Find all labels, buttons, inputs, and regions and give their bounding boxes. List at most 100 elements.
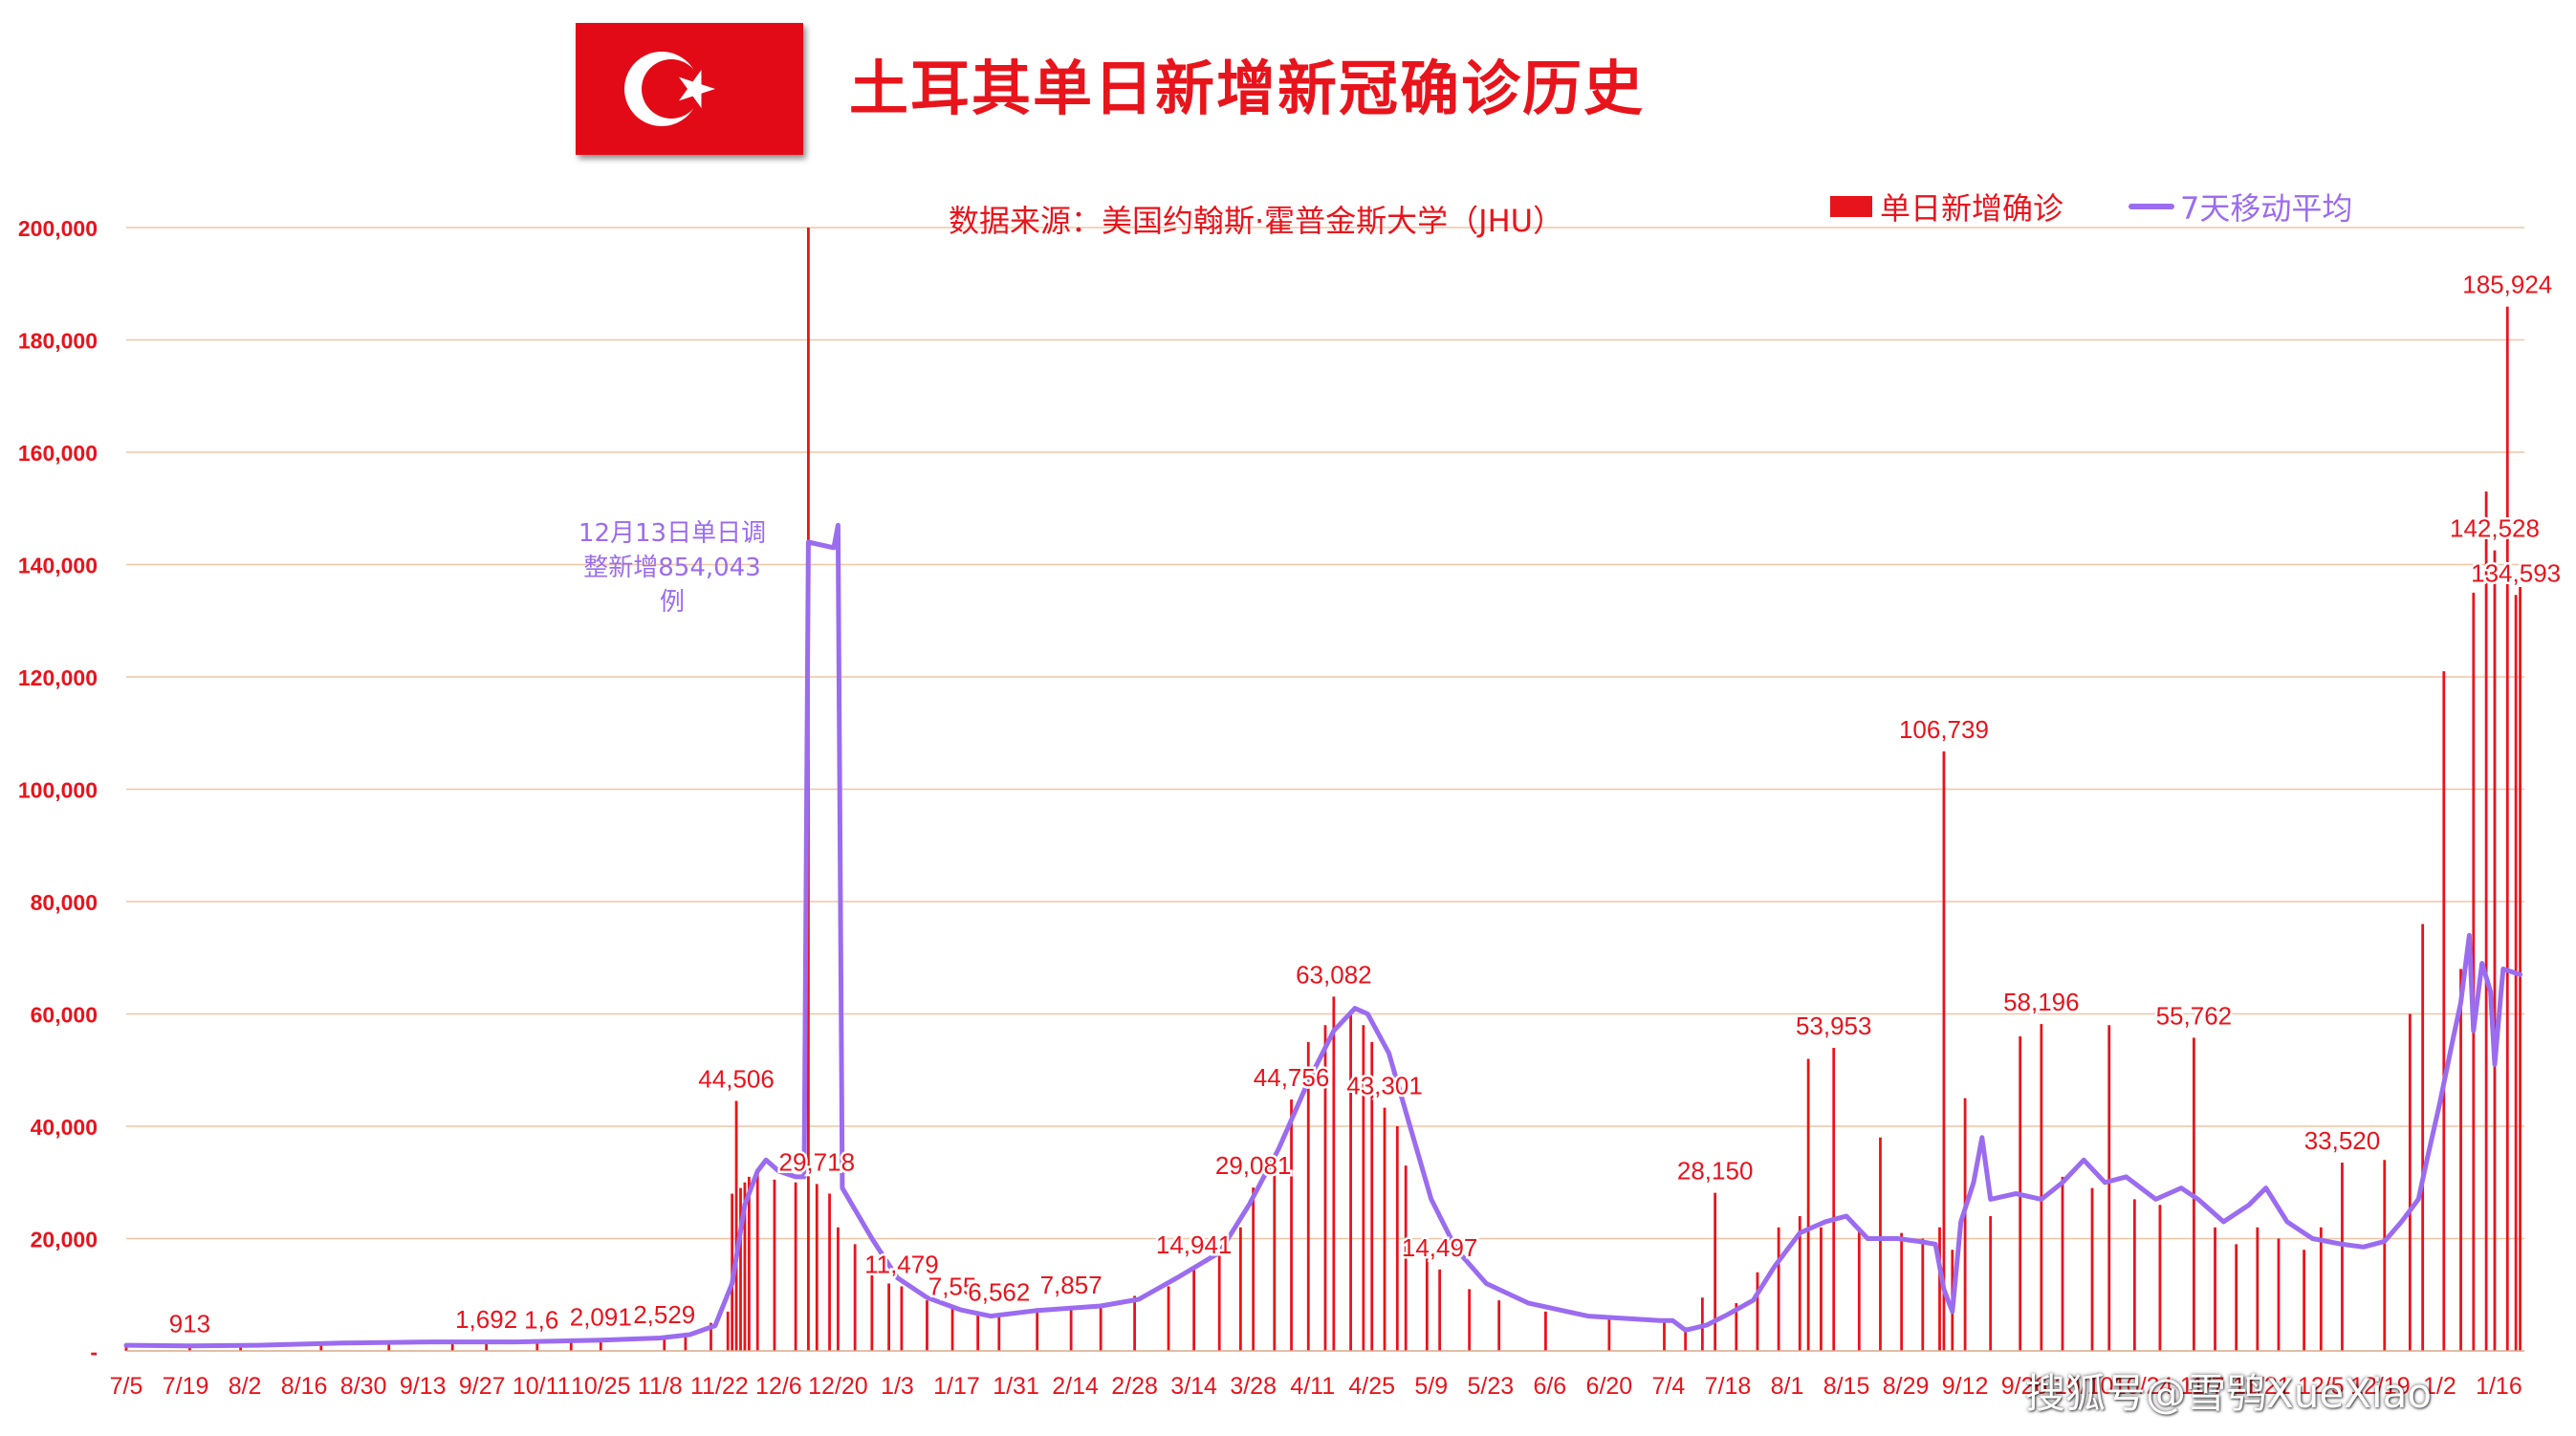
x-tick-label: 9/13 <box>400 1373 447 1400</box>
turkey-flag-icon <box>576 23 803 155</box>
daily-case-bar <box>2214 1227 2216 1351</box>
data-label: 55,762 <box>2156 1001 2233 1030</box>
data-label: 44,756 <box>1254 1063 1330 1092</box>
daily-case-bar <box>1036 1308 1039 1351</box>
daily-case-bar <box>2493 550 2497 1351</box>
x-tick-label: 9/12 <box>1942 1373 1989 1400</box>
x-tick-label: 12/6 <box>755 1373 802 1400</box>
x-tick-label: 8/15 <box>1823 1373 1870 1400</box>
data-label: 14,941 <box>1156 1230 1233 1259</box>
x-tick-label: 7/5 <box>110 1373 143 1400</box>
data-label: 7,55 <box>928 1273 977 1301</box>
daily-case-bar <box>1395 1126 1399 1351</box>
daily-case-bar <box>900 1286 904 1351</box>
daily-case-bar <box>1777 1227 1780 1351</box>
daily-case-bar <box>2090 1187 2094 1351</box>
x-tick-label: 6/20 <box>1586 1373 1633 1400</box>
daily-case-bar <box>1607 1318 1611 1351</box>
x-tick-label: 10/24 <box>2113 1373 2173 1400</box>
daily-case-bar <box>239 1345 243 1351</box>
daily-case-bar <box>2484 491 2488 1351</box>
data-label: 33,520 <box>2304 1126 2381 1155</box>
data-label: 2,091 <box>570 1303 632 1332</box>
daily-case-bar <box>1332 996 1336 1351</box>
x-tick-label: 8/29 <box>1883 1373 1930 1400</box>
daily-case-bar <box>837 1227 840 1351</box>
x-tick-label: 11/22 <box>690 1373 749 1400</box>
x-tick-label: 11/7 <box>2180 1373 2225 1400</box>
daily-case-bar <box>1468 1289 1472 1351</box>
daily-case-bar <box>485 1341 489 1351</box>
y-tick-label: 160,000 <box>18 441 98 466</box>
daily-case-bar <box>2158 1205 2162 1351</box>
daily-case-bar <box>1238 1227 1242 1351</box>
daily-case-bar <box>2341 1163 2344 1351</box>
x-axis-ticks: 7/5 7/19 8/2 8/16 8/30 9/13 9/27 10/11 10/25 11/8… <box>110 1373 2522 1400</box>
x-tick-label: 8/2 <box>229 1373 262 1400</box>
daily-case-bar <box>1820 1227 1823 1351</box>
x-tick-label: 8/30 <box>340 1373 387 1400</box>
daily-case-bar <box>734 1100 738 1351</box>
daily-case-bar <box>684 1334 688 1351</box>
y-tick-label: 120,000 <box>18 665 98 690</box>
daily-case-bar <box>1192 1267 1196 1351</box>
annotation-line-2: 整新增854,043例 <box>583 554 761 617</box>
daily-case-bar <box>1806 1058 1810 1351</box>
daily-case-bar <box>1989 1216 1993 1351</box>
x-tick-label: 4/11 <box>1290 1373 1335 1400</box>
daily-case-bar <box>599 1338 602 1351</box>
x-tick-label: 7/19 <box>163 1373 209 1400</box>
daily-case-bar <box>997 1314 1001 1351</box>
daily-case-bar <box>1306 1041 1310 1351</box>
y-tick-label: 100,000 <box>18 778 98 803</box>
daily-case-bar <box>1832 1048 1836 1351</box>
daily-case-bar <box>2383 1160 2387 1351</box>
legend-line-swatch <box>2128 204 2174 209</box>
daily-case-bar <box>188 1345 191 1351</box>
x-tick-label: 11/8 <box>638 1373 683 1400</box>
daily-case-bar <box>1290 1099 1293 1351</box>
daily-case-bar <box>743 1182 747 1351</box>
daily-case-bar <box>828 1193 831 1351</box>
daily-case-bar <box>1938 1227 1941 1351</box>
daily-case-bar <box>2421 924 2425 1351</box>
y-tick-label: 20,000 <box>31 1228 98 1252</box>
x-tick-label: 3/28 <box>1230 1373 1277 1400</box>
daily-case-bar <box>1756 1272 1759 1351</box>
legend-item-daily: 单日新增确诊 <box>1830 185 2063 228</box>
data-label: 142,528 <box>2450 514 2540 543</box>
x-tick-label: 1/17 <box>933 1373 980 1400</box>
daily-case-bar <box>1370 1041 1374 1351</box>
data-label: 63,082 <box>1296 960 1372 989</box>
data-label: 106,739 <box>1899 715 1989 744</box>
daily-case-bar <box>1438 1269 1442 1351</box>
daily-case-bar <box>1684 1327 1688 1351</box>
data-label: 58,196 <box>2003 988 2080 1016</box>
daily-case-bar <box>2132 1199 2136 1351</box>
daily-case-bar <box>1273 1154 1277 1351</box>
daily-case-bar <box>1921 1238 1925 1351</box>
legend-label-average: 7天移动平均 <box>2180 190 2353 227</box>
daily-case-bar <box>569 1341 573 1351</box>
daily-case-bar <box>726 1311 730 1351</box>
daily-case-bar <box>2442 671 2446 1351</box>
data-label: 1,692 <box>455 1305 517 1334</box>
daily-case-bar <box>1133 1295 1137 1351</box>
daily-case-bar <box>1663 1322 1666 1351</box>
daily-case-bar <box>1900 1232 1904 1351</box>
daily-case-bar <box>1942 751 1946 1351</box>
daily-case-bar <box>976 1315 980 1351</box>
y-tick-label: 200,000 <box>18 216 98 241</box>
daily-case-bar <box>1425 1244 1429 1351</box>
y-tick-label: 180,000 <box>18 329 98 354</box>
y-tick-label: 80,000 <box>31 890 98 915</box>
watermark: 搜狐号@雪鸮XueXiao <box>2025 1370 2433 1417</box>
daily-case-bar <box>773 1179 776 1351</box>
daily-case-bar <box>1798 1216 1801 1351</box>
x-tick-label: 1/16 <box>2476 1373 2522 1400</box>
data-label: 43,301 <box>1346 1072 1423 1100</box>
annotation-line-1: 12月13日单日调 <box>578 519 767 548</box>
data-label: 1,6 <box>524 1306 558 1335</box>
daily-case-bar <box>1963 1098 1967 1351</box>
x-tick-label: 11/21 <box>2233 1373 2291 1400</box>
